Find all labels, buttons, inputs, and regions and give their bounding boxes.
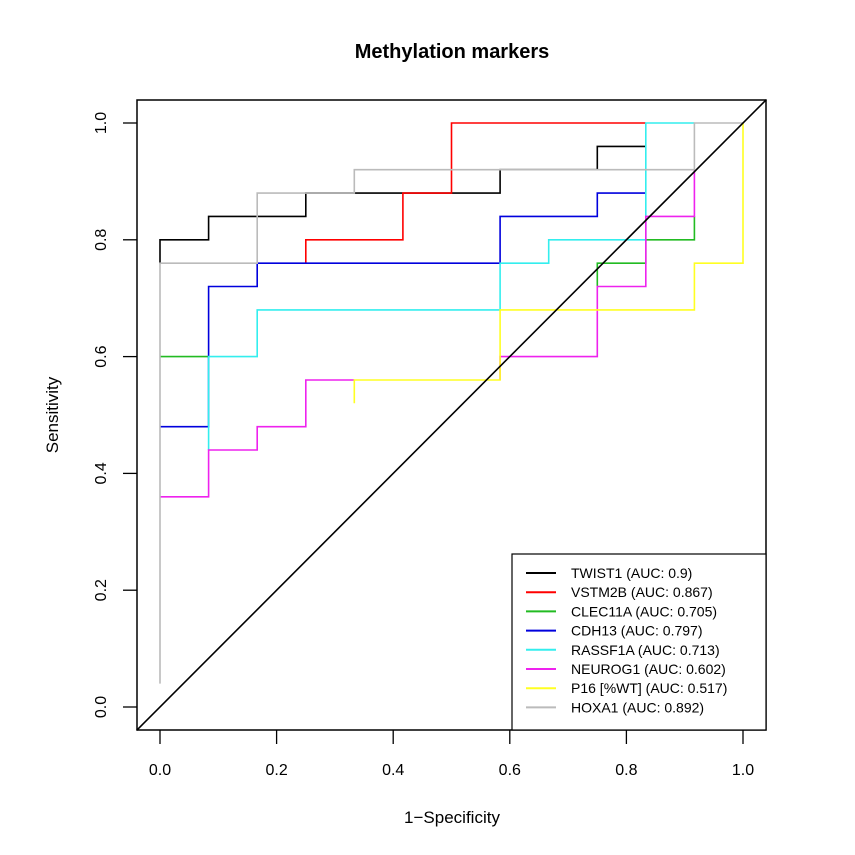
legend-label: RASSF1A (AUC: 0.713) (571, 642, 720, 658)
x-tick-label: 0.4 (382, 762, 404, 779)
x-tick-label: 0.8 (615, 762, 637, 779)
series-line-neurog1 (160, 169, 696, 498)
legend-label: NEUROG1 (AUC: 0.602) (571, 661, 726, 677)
legend-item: CDH13 (AUC: 0.797) (526, 623, 703, 639)
x-axis-label: 1−Specificity (404, 808, 500, 827)
legend-label: CLEC11A (AUC: 0.705) (571, 603, 717, 619)
x-tick-label: 1.0 (732, 762, 754, 779)
legend-label: HOXA1 (AUC: 0.892) (571, 699, 704, 715)
plot-frame (136, 99, 767, 731)
legend-item: RASSF1A (AUC: 0.713) (526, 642, 720, 658)
legend-item: CLEC11A (AUC: 0.705) (526, 603, 717, 619)
series-line-vstm2b (305, 122, 646, 264)
diagonal-layer (136, 99, 767, 731)
y-tick-label: 0.0 (93, 696, 110, 718)
series-line-rassf1a (207, 122, 695, 450)
y-tick-label: 0.6 (93, 345, 110, 367)
x-tick-label: 0.2 (265, 762, 287, 779)
legend-label: P16 [%WT] (AUC: 0.517) (571, 680, 727, 696)
legend-item: HOXA1 (AUC: 0.892) (526, 699, 704, 715)
series-layer (159, 122, 744, 684)
legend-item: NEUROG1 (AUC: 0.602) (526, 661, 726, 677)
y-tick-label: 0.2 (93, 579, 110, 601)
legend-label: TWIST1 (AUC: 0.9) (571, 565, 692, 581)
chart-title: Methylation markers (355, 41, 550, 63)
y-axis: 0.0 0.2 0.4 0.6 0.8 1.0 (93, 112, 137, 718)
legend: TWIST1 (AUC: 0.9) VSTM2B (AUC: 0.867) CLEC… (511, 553, 767, 731)
y-tick-label: 1.0 (93, 112, 110, 134)
series-line-hoxa1 (159, 122, 743, 684)
legend-label: VSTM2B (AUC: 0.867) (571, 584, 713, 600)
x-tick-label: 0.6 (499, 762, 521, 779)
x-tick-label: 0.0 (149, 762, 171, 779)
y-axis-label: Sensitivity (43, 376, 62, 453)
chance-diagonal-line (136, 99, 767, 731)
legend-item: TWIST1 (AUC: 0.9) (526, 565, 692, 581)
legend-label: CDH13 (AUC: 0.797) (571, 623, 703, 639)
y-tick-label: 0.4 (93, 462, 110, 484)
x-axis: 0.0 0.2 0.4 0.6 0.8 1.0 (149, 730, 754, 779)
legend-box (511, 553, 767, 731)
y-tick-label: 0.8 (93, 229, 110, 251)
legend-item: P16 [%WT] (AUC: 0.517) (526, 680, 727, 696)
legend-item: VSTM2B (AUC: 0.867) (526, 584, 713, 600)
series-line-p16-wt (353, 123, 744, 404)
